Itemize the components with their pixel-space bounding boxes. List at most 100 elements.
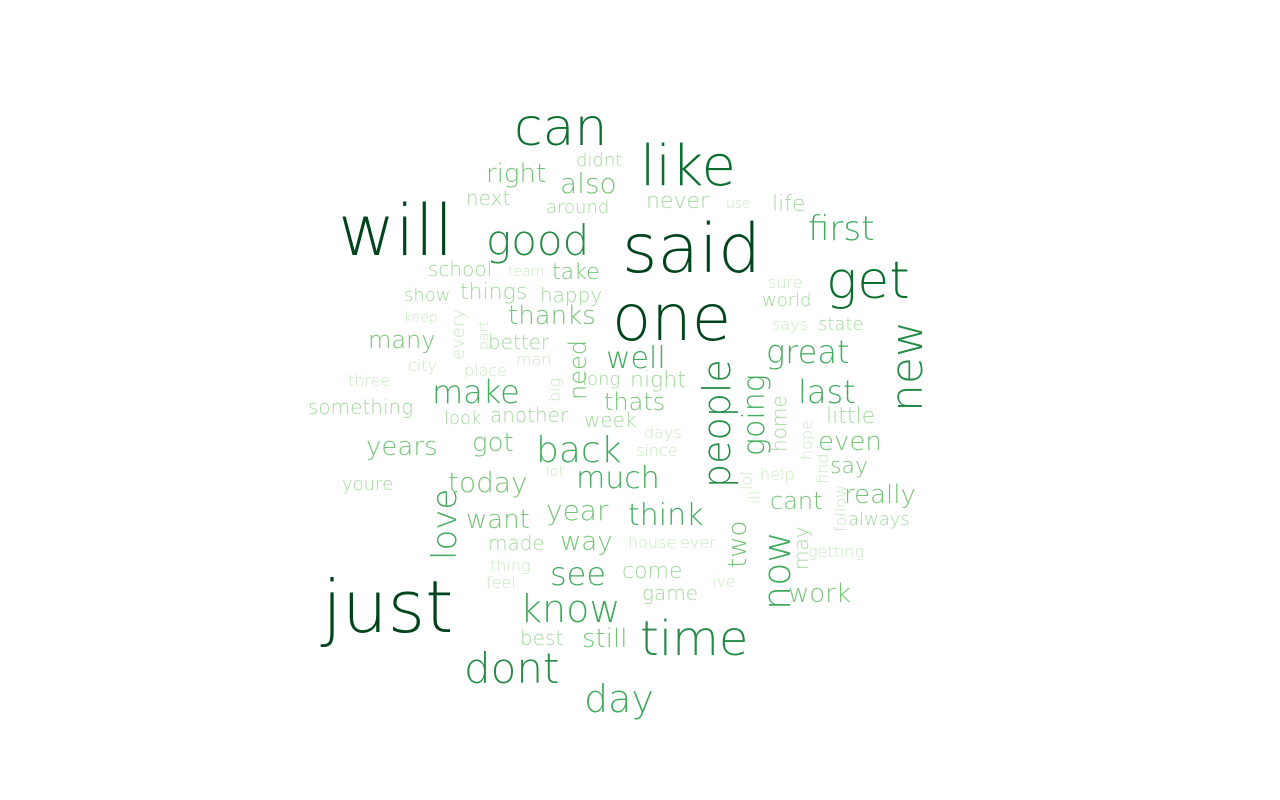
word-city: city	[408, 356, 437, 375]
word-last: last	[798, 373, 856, 411]
word-first: first	[808, 209, 874, 249]
word-sure: sure	[768, 273, 803, 292]
word-youre: youre	[342, 474, 393, 495]
word-will: will	[338, 190, 454, 272]
word-next: next	[466, 186, 510, 210]
word-like: like	[640, 134, 736, 199]
word-something: something	[308, 395, 413, 419]
word-world: world	[762, 290, 812, 311]
word-just: just	[320, 565, 453, 649]
word-one: one	[612, 282, 731, 356]
word-think: think	[628, 498, 704, 533]
word-day: day	[584, 677, 654, 721]
word-much: much	[576, 461, 660, 496]
word-thing: thing	[490, 556, 531, 575]
word-another: another	[490, 403, 569, 427]
word-way: way	[560, 527, 613, 557]
word-three: three	[348, 371, 390, 390]
word-find: find	[813, 454, 832, 484]
word-even: even	[818, 427, 882, 457]
word-made: made	[488, 531, 545, 555]
word-little: little	[826, 404, 875, 429]
word-still: still	[582, 624, 627, 654]
word-team: team	[508, 264, 544, 280]
word-days: days	[644, 423, 682, 442]
word-always: always	[848, 509, 910, 530]
word-right: right	[486, 159, 546, 189]
word-come: come	[622, 559, 683, 584]
word-also: also	[560, 167, 617, 200]
word-today: today	[448, 466, 528, 499]
word-thats: thats	[604, 388, 665, 416]
word-hope: hope	[797, 420, 816, 460]
word-man: man	[516, 350, 552, 369]
word-thanks: thanks	[508, 301, 596, 331]
word-best: best	[520, 626, 563, 650]
word-work: work	[788, 579, 851, 609]
word-many: many	[368, 326, 436, 354]
word-going: going	[737, 374, 772, 456]
word-night: night	[630, 368, 686, 393]
word-state: state	[818, 314, 864, 335]
word-see: see	[550, 555, 606, 593]
word-well: well	[606, 341, 666, 376]
word-cant: cant	[770, 487, 823, 515]
word-need: need	[564, 340, 592, 400]
word-get: get	[826, 251, 910, 311]
word-use: use	[726, 196, 751, 212]
word-says: says	[772, 315, 808, 334]
word-say: say	[830, 454, 868, 479]
word-time: time	[640, 611, 748, 667]
word-may: may	[789, 526, 813, 570]
word-new: new	[882, 321, 933, 412]
word-now: now	[755, 532, 799, 610]
word-got: got	[472, 428, 514, 458]
word-people: people	[695, 359, 739, 488]
word-take: take	[552, 260, 600, 285]
word-make: make	[432, 373, 520, 411]
word-ill: ill	[745, 491, 764, 504]
word-never: never	[646, 189, 710, 214]
word-place: place	[464, 361, 507, 380]
word-years: years	[366, 432, 438, 462]
word-lol: lol	[737, 471, 756, 490]
word-week: week	[584, 408, 637, 432]
word-things: things	[460, 280, 527, 305]
word-school: school	[428, 257, 492, 281]
word-back: back	[536, 430, 622, 471]
word-really: really	[844, 480, 916, 510]
word-follow: follow	[831, 485, 850, 532]
word-know: know	[520, 587, 620, 631]
word-better: better	[488, 330, 550, 354]
word-show: show	[404, 285, 451, 306]
word-two: two	[723, 521, 753, 568]
word-game: game	[642, 581, 698, 605]
word-great: great	[766, 333, 850, 371]
word-ever: ever	[680, 533, 716, 552]
word-house: house	[628, 533, 676, 552]
word-big: big	[545, 378, 564, 402]
word-life: life	[772, 192, 806, 217]
word-home: home	[767, 395, 791, 452]
word-feel: feel	[486, 573, 516, 592]
word-said: said	[622, 210, 761, 289]
word-around: around	[546, 197, 609, 218]
word-can: can	[514, 98, 607, 158]
word-part: part	[476, 321, 492, 350]
word-lot: lot	[546, 464, 564, 480]
word-good: good	[486, 216, 589, 265]
word-since: since	[636, 441, 678, 460]
word-want: want	[466, 505, 530, 535]
word-dont: dont	[464, 644, 559, 693]
word-every: every	[448, 309, 469, 360]
word-didnt: didnt	[576, 150, 622, 171]
word-getting: getting	[808, 542, 864, 561]
word-look: look	[444, 408, 481, 429]
word-help: help	[760, 465, 795, 484]
word-ive: ive	[712, 572, 736, 591]
word-year: year	[546, 494, 609, 527]
word-love: love	[425, 489, 465, 560]
word-long: long	[582, 369, 620, 390]
word-keep: keep	[404, 310, 438, 326]
